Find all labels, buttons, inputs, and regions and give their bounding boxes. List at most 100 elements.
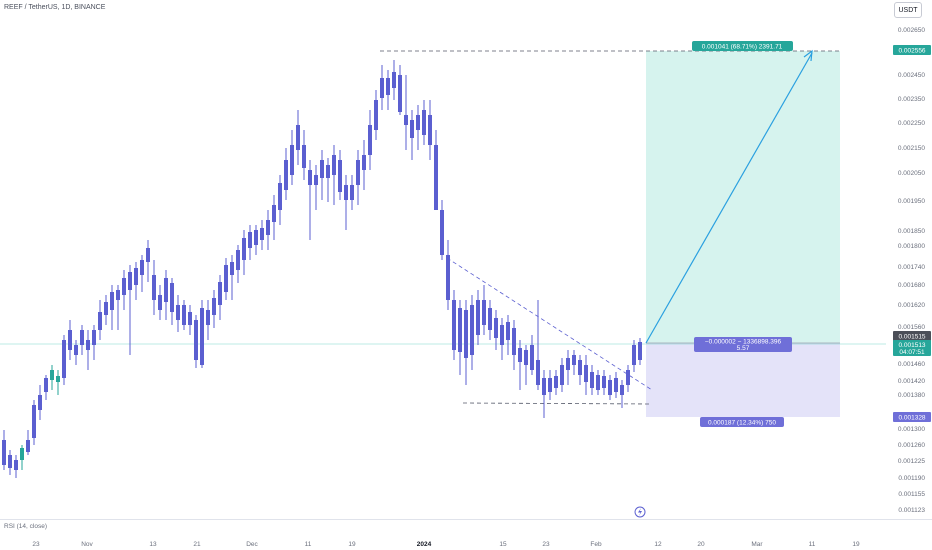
- target-arrow: [645, 52, 813, 344]
- candle-body: [242, 238, 246, 260]
- last-price-badge: [893, 340, 931, 356]
- price-tick-label: 0.002150: [898, 145, 925, 152]
- candle-body: [356, 160, 360, 185]
- time-tick-label: 19: [852, 541, 860, 548]
- candle-body: [344, 185, 348, 200]
- candle-body: [368, 125, 372, 155]
- last-price-label: 0.001513: [898, 342, 925, 349]
- price-tick-label: 0.001800: [898, 243, 925, 250]
- price-tick-label: 0.001740: [898, 264, 925, 271]
- center-badge: [694, 337, 792, 352]
- price-tick-label: 0.002050: [898, 170, 925, 177]
- candle-body: [506, 322, 510, 340]
- candle-body: [614, 378, 618, 392]
- price-tick-label: 0.001300: [898, 426, 925, 433]
- price-tick-label: 0.001155: [898, 491, 925, 498]
- candle-body: [230, 262, 234, 275]
- chart-title: REEF / TetherUS, 1D, BINANCE: [4, 4, 106, 11]
- center-label-1: −0.000002 − 1336898.396: [705, 339, 782, 346]
- candle-body: [290, 145, 294, 175]
- candle-body: [314, 175, 318, 185]
- candle-body: [380, 78, 384, 98]
- candle-body: [14, 460, 18, 470]
- bottom-dashed-line: [462, 402, 653, 405]
- price-tick-label: 0.001225: [898, 458, 925, 465]
- candle-body: [80, 330, 84, 345]
- price-tick-label: 0.002250: [898, 120, 925, 127]
- target-label: 0.001041 (68.71%) 2391.71: [702, 44, 783, 51]
- time-tick-label: Feb: [590, 541, 602, 548]
- candle-body: [266, 220, 270, 235]
- price-tick-label: 0.001190: [898, 475, 925, 482]
- candle-body: [488, 308, 492, 330]
- price-tick-label: 0.001420: [898, 378, 925, 385]
- profit-zone: [646, 51, 840, 343]
- candle-body: [542, 378, 546, 395]
- candle-body: [524, 350, 528, 365]
- candle-body: [20, 448, 24, 460]
- candle-body: [188, 312, 192, 325]
- target-price-label: 0.002556: [898, 48, 925, 55]
- candle-body: [2, 440, 6, 465]
- countdown-label: 04:07:51: [899, 349, 925, 356]
- price-tick-label: 0.001620: [898, 302, 925, 309]
- candle-body: [212, 298, 216, 315]
- candle-body: [608, 380, 612, 395]
- candle-body: [32, 405, 36, 438]
- candle-body: [104, 302, 108, 315]
- candle-body: [260, 228, 264, 240]
- candle-body: [140, 260, 144, 275]
- time-tick-label: Nov: [81, 541, 93, 548]
- candle-body: [308, 170, 312, 185]
- candle-body: [458, 308, 462, 352]
- candle-body: [416, 115, 420, 130]
- candle-body: [626, 370, 630, 385]
- candle-body: [404, 115, 408, 125]
- candle-body: [386, 78, 390, 95]
- candle-body: [272, 205, 276, 222]
- candle-body: [254, 230, 258, 245]
- target-badge: [692, 41, 793, 51]
- time-tick-label: 20: [697, 541, 705, 548]
- candle-body: [554, 376, 558, 388]
- time-tick-label: Dec: [246, 541, 258, 548]
- candle-body: [362, 155, 366, 170]
- candle-body: [44, 378, 48, 392]
- candle-body: [278, 183, 282, 210]
- price-tick-label: 0.001260: [898, 442, 925, 449]
- entry-price-badge: [893, 331, 931, 341]
- candle-body: [92, 330, 96, 345]
- candle-body: [512, 328, 516, 355]
- candle-body: [122, 278, 126, 295]
- candle-body: [74, 345, 78, 355]
- time-tick-label: 11: [305, 541, 312, 548]
- candle-body: [398, 75, 402, 112]
- candle-body: [98, 312, 102, 330]
- events-flash-icon[interactable]: [634, 506, 646, 518]
- currency-button[interactable]: USDT: [894, 2, 922, 18]
- target-arrow-head: [803, 49, 813, 62]
- candle-body: [236, 250, 240, 270]
- candle-body: [566, 358, 570, 370]
- price-tick-label: 0.001380: [898, 392, 925, 399]
- stop-price-label: 0.001328: [898, 415, 925, 422]
- time-tick-label: 23: [542, 541, 550, 548]
- candle-body: [320, 160, 324, 178]
- candle-body: [500, 325, 504, 345]
- stop-label: 0.000187 (12.34%) 750: [708, 420, 776, 427]
- entry-price-label: 0.001515: [898, 334, 925, 341]
- candle-body: [434, 145, 438, 210]
- candle-body: [170, 283, 174, 312]
- candle-body: [482, 300, 486, 325]
- candle-body: [596, 375, 600, 390]
- price-tick-label: 0.002650: [898, 27, 925, 34]
- candle-body: [116, 290, 120, 300]
- candle-body: [518, 348, 522, 362]
- candle-body: [26, 440, 30, 452]
- candle-body: [38, 395, 42, 410]
- candle-body: [464, 310, 468, 358]
- candle-body: [128, 272, 132, 290]
- candle-body: [548, 378, 552, 392]
- candle-body: [218, 282, 222, 305]
